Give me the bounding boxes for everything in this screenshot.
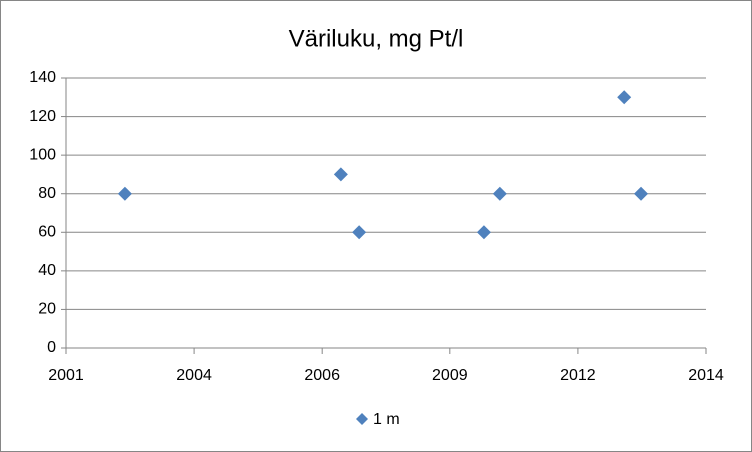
point xyxy=(492,186,507,201)
legend-marker xyxy=(356,413,368,425)
y-tick-label: 20 xyxy=(38,301,56,318)
x-tick-label: 2006 xyxy=(304,367,340,384)
point xyxy=(634,186,649,201)
point xyxy=(117,186,132,201)
legend-label: 1 m xyxy=(373,411,400,428)
y-tick-label: 60 xyxy=(38,224,56,241)
x-tick-label: 2014 xyxy=(688,367,724,384)
point xyxy=(333,167,348,182)
point xyxy=(617,90,632,105)
x-tick-label: 2009 xyxy=(432,367,468,384)
point xyxy=(476,225,491,240)
y-tick-label: 0 xyxy=(47,339,56,356)
y-tick-label: 120 xyxy=(29,108,56,125)
y-tick-label: 140 xyxy=(29,69,56,86)
y-tick-label: 100 xyxy=(29,146,56,163)
point xyxy=(352,225,367,240)
chart-title: Väriluku, mg Pt/l xyxy=(289,25,464,52)
y-tick-label: 40 xyxy=(38,262,56,279)
x-tick-label: 2001 xyxy=(48,367,84,384)
y-tick-label: 80 xyxy=(38,185,56,202)
x-tick-label: 2004 xyxy=(176,367,212,384)
x-tick-label: 2012 xyxy=(560,367,596,384)
